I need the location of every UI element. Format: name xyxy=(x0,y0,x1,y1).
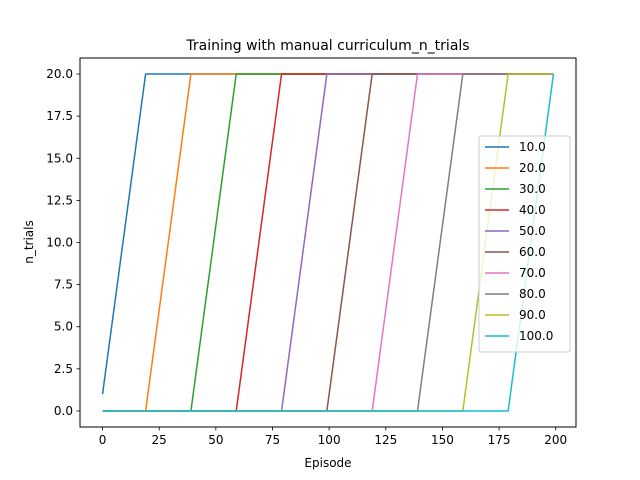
legend-label: 80.0 xyxy=(519,287,546,301)
x-tick-label: 50 xyxy=(208,433,223,447)
y-axis: 0.0 2.5 5.0 7.5 10.0 12.5 15.0 17.5 20.0 xyxy=(46,67,80,418)
x-tick-label: 200 xyxy=(544,433,567,447)
legend-label: 100.0 xyxy=(519,329,553,343)
x-tick-label: 125 xyxy=(374,433,397,447)
legend-box xyxy=(478,135,571,353)
legend-label: 50.0 xyxy=(519,224,546,238)
plot-frame xyxy=(79,57,577,428)
y-axis-label: n_trials xyxy=(22,220,36,264)
y-tick-label: 12.5 xyxy=(46,193,73,207)
x-tick-label: 75 xyxy=(265,433,280,447)
x-tick-label: 25 xyxy=(152,433,167,447)
y-tick-label: 10.0 xyxy=(46,236,73,250)
y-tick-label: 17.5 xyxy=(46,109,73,123)
x-tick-label: 150 xyxy=(431,433,454,447)
legend-label: 90.0 xyxy=(519,308,546,322)
legend-label: 60.0 xyxy=(519,245,546,259)
x-axis: 0 25 50 75 100 125 150 175 200 xyxy=(99,427,567,447)
legend: 10.0 20.0 30.0 40.0 50.0 60.0 70.0 80.0 90.0 100.… xyxy=(478,135,571,353)
legend-label: 30.0 xyxy=(519,182,546,196)
x-axis-label: Episode xyxy=(304,456,351,470)
x-tick-label: 100 xyxy=(318,433,341,447)
y-tick-label: 20.0 xyxy=(46,67,73,81)
x-tick-label: 175 xyxy=(488,433,511,447)
chart-title: Training with manual curriculum_n_trials xyxy=(185,38,469,54)
y-tick-label: 5.0 xyxy=(54,320,73,334)
y-tick-label: 7.5 xyxy=(54,278,73,292)
x-tick-label: 0 xyxy=(99,433,107,447)
y-tick-label: 15.0 xyxy=(46,151,73,165)
legend-label: 10.0 xyxy=(519,140,546,154)
y-tick-label: 2.5 xyxy=(54,362,73,376)
legend-label: 20.0 xyxy=(519,161,546,175)
y-tick-label: 0.0 xyxy=(54,404,73,418)
legend-label: 70.0 xyxy=(519,266,546,280)
legend-label: 40.0 xyxy=(519,203,546,217)
